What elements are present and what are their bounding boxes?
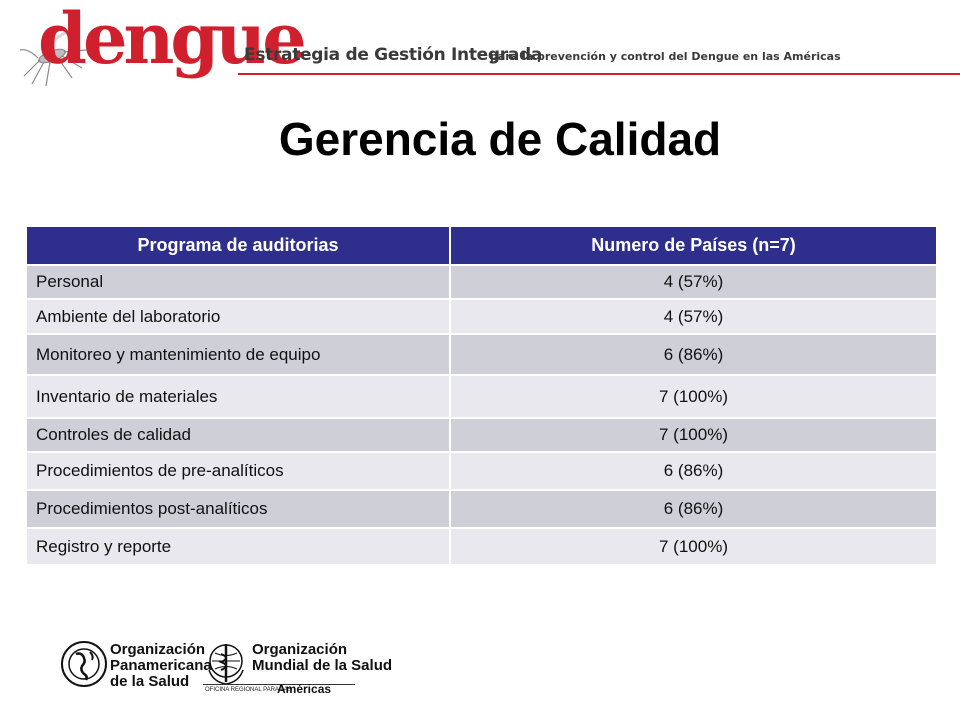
header-banner: dengue Estrategia de Gestión Integrada p…: [0, 0, 960, 100]
table-row: Controles de calidad 7 (100%): [27, 417, 936, 452]
table-row: Ambiente del laboratorio 4 (57%): [27, 298, 936, 334]
program-cell: Inventario de materiales: [27, 374, 451, 418]
countries-cell: 4 (57%): [450, 264, 936, 299]
countries-cell: 7 (100%): [450, 374, 936, 418]
program-cell: Ambiente del laboratorio: [27, 298, 451, 334]
who-divider: [203, 684, 355, 685]
paho-line: Organización: [110, 641, 206, 658]
countries-cell: 6 (86%): [450, 451, 936, 490]
strategy-title: Estrategia de Gestión Integrada: [244, 45, 543, 65]
table-row: Inventario de materiales 7 (100%): [27, 374, 936, 418]
column-header-program: Programa de auditorias: [27, 227, 451, 265]
paho-line: de la Salud: [110, 673, 190, 690]
who-name: Organización Mundial de la Salud: [252, 642, 392, 674]
header-divider: [238, 73, 960, 75]
countries-cell: 6 (86%): [450, 489, 936, 528]
program-cell: Registro y reporte: [27, 527, 451, 564]
table-header-row: Programa de auditorias Numero de Países …: [27, 227, 936, 265]
program-cell: Controles de calidad: [27, 417, 451, 452]
table-row: Procedimientos post-analíticos 6 (86%): [27, 489, 936, 528]
who-line: Organización: [252, 641, 348, 658]
strategy-subtitle: para la prevención y control del Dengue …: [490, 50, 841, 63]
paho-name: Organización Panamericana de la Salud: [110, 642, 212, 690]
who-regional-office: OFICINA REGIONAL PARA LAS: [205, 687, 292, 693]
countries-cell: 7 (100%): [450, 527, 936, 564]
program-cell: Procedimientos de pre-analíticos: [27, 451, 451, 490]
table-row: Monitoreo y mantenimiento de equipo 6 (8…: [27, 333, 936, 375]
countries-cell: 6 (86%): [450, 333, 936, 375]
program-cell: Procedimientos post-analíticos: [27, 489, 451, 528]
table-row: Personal 4 (57%): [27, 264, 936, 299]
who-region: Américas: [277, 682, 332, 696]
program-cell: Monitoreo y mantenimiento de equipo: [27, 333, 451, 375]
countries-cell: 4 (57%): [450, 298, 936, 334]
footer-logos: Organización Panamericana de la Salud Or…: [0, 630, 960, 700]
countries-cell: 7 (100%): [450, 417, 936, 452]
program-cell: Personal: [27, 264, 451, 299]
table-row: Procedimientos de pre-analíticos 6 (86%): [27, 451, 936, 490]
paho-line: Panamericana: [110, 657, 212, 674]
page-title: Gerencia de Calidad: [278, 113, 722, 165]
who-line: Mundial de la Salud: [252, 657, 393, 674]
mosquito-icon: [19, 30, 87, 87]
brand-logo: dengue: [38, 0, 307, 80]
column-header-countries: Numero de Países (n=7): [450, 227, 936, 265]
paho-emblem-icon: [61, 641, 107, 687]
audit-table: Programa de auditorias Numero de Países …: [27, 227, 936, 564]
table-row: Registro y reporte 7 (100%): [27, 527, 936, 564]
who-emblem-icon: [208, 644, 244, 685]
